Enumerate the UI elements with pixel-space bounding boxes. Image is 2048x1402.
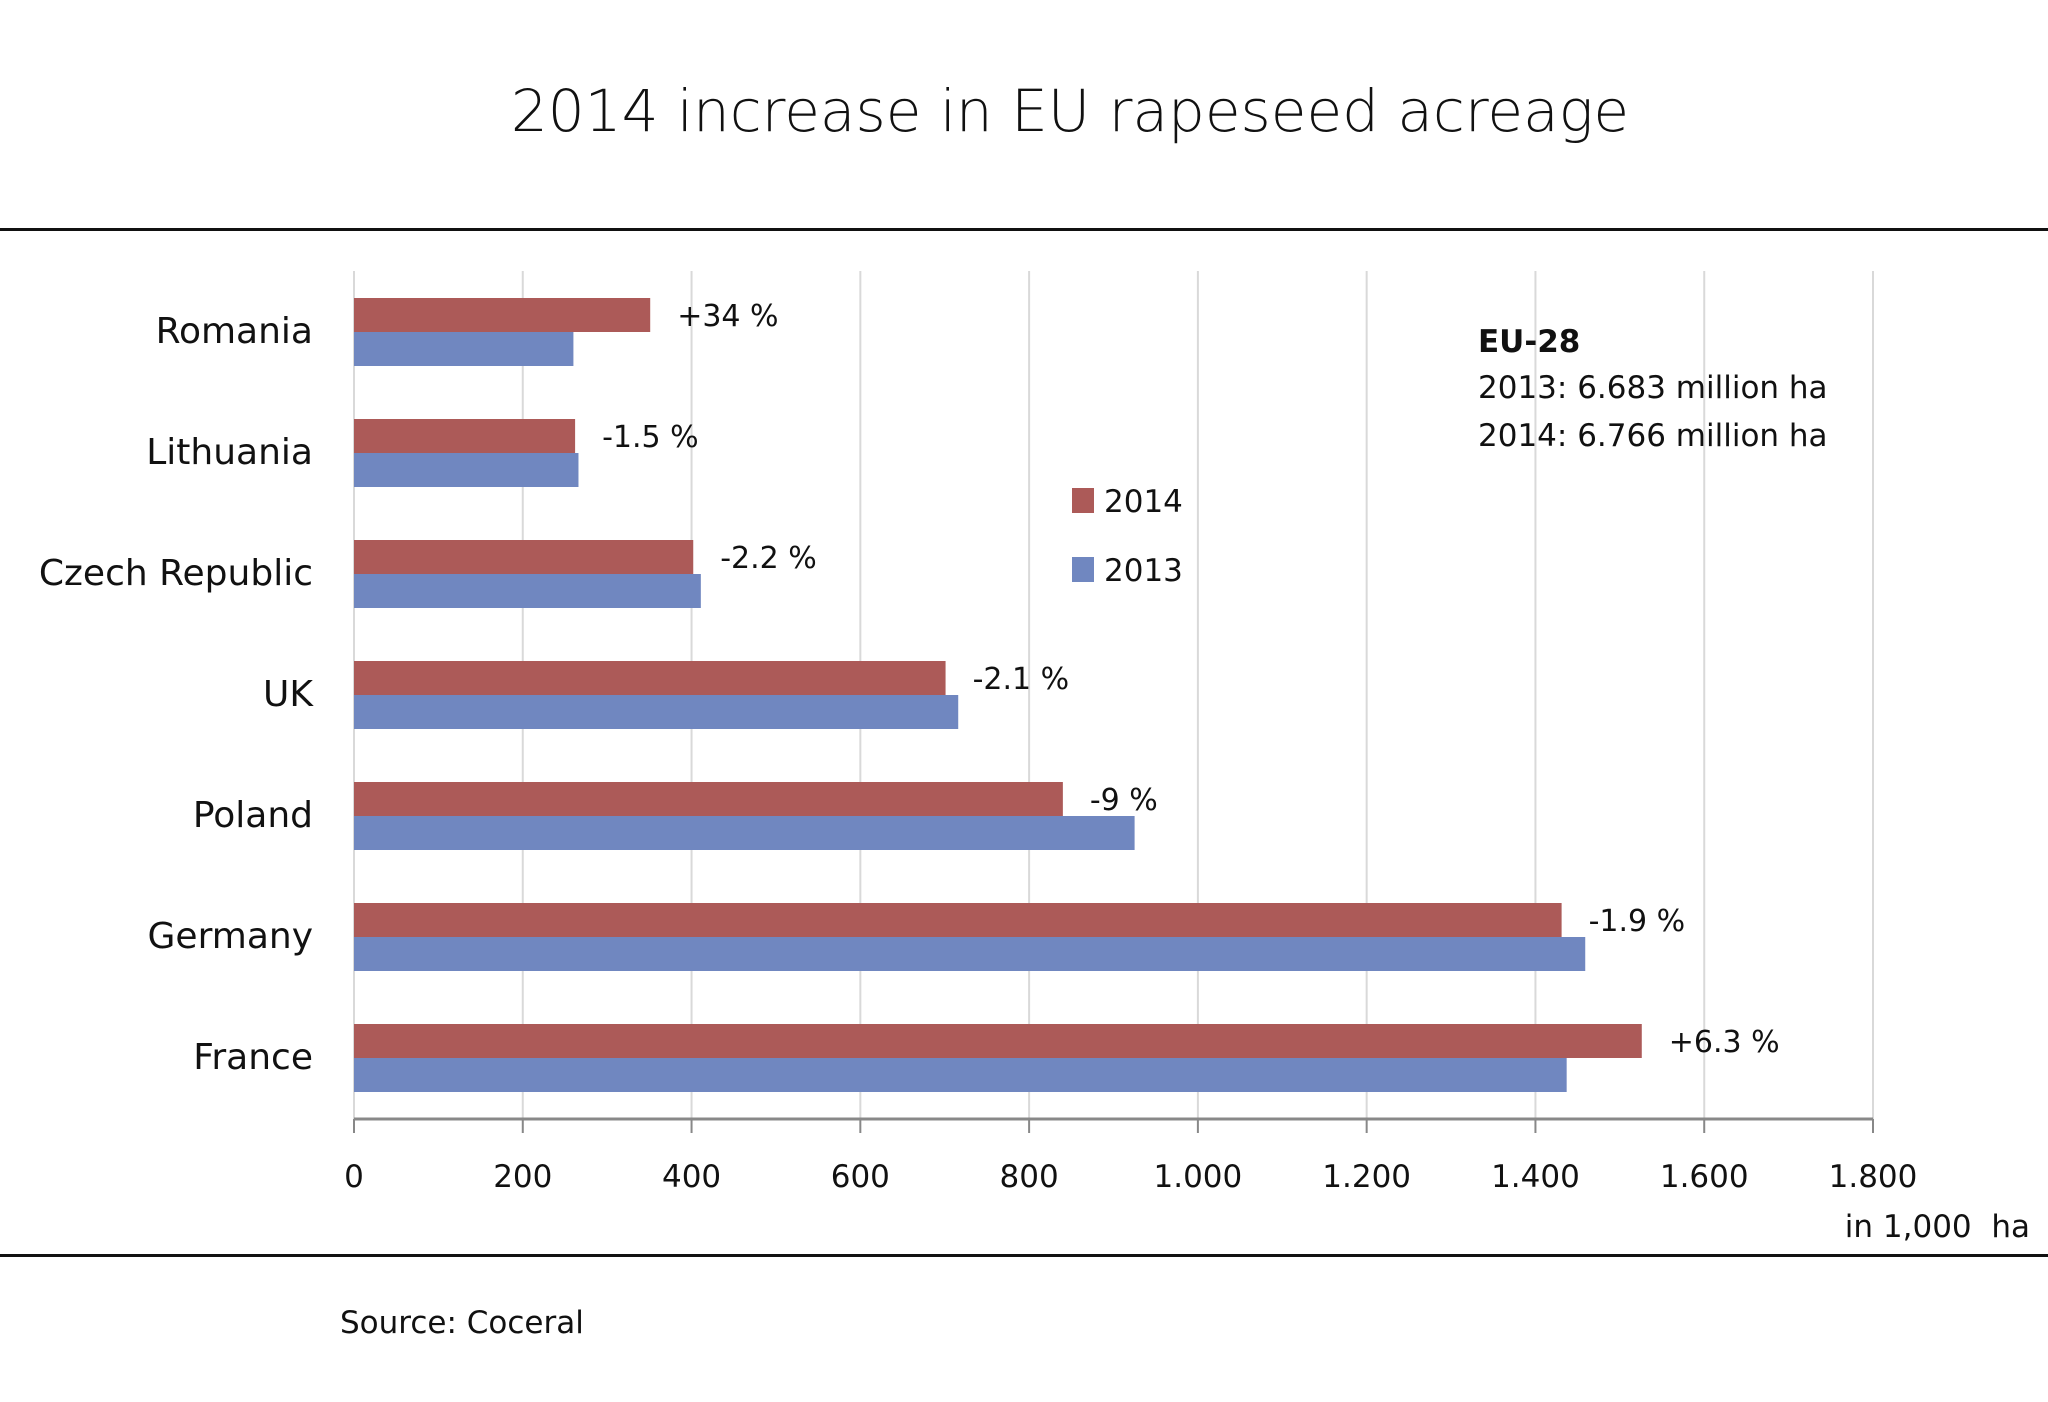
source-note: Source: Coceral xyxy=(340,1305,584,1341)
bar-2013-czech-republic xyxy=(354,574,701,608)
data-label: -1.5 % xyxy=(602,420,699,455)
data-label: -9 % xyxy=(1090,783,1158,818)
category-labels: Romania Lithuania Czech Republic UK Poland Ge… xyxy=(39,311,314,1078)
bar-2013-uk xyxy=(354,695,959,729)
annotation-line-2013: 2013: 6.683 million ha xyxy=(1478,370,1828,406)
bar-2014-lithuania xyxy=(354,419,576,453)
data-label: -2.1 % xyxy=(973,662,1070,697)
bar-2013-poland xyxy=(354,816,1135,850)
bar-2014-uk xyxy=(354,661,946,695)
legend-swatch-2013 xyxy=(1072,557,1094,582)
annotation-line-2014: 2014: 6.766 million ha xyxy=(1478,418,1828,454)
category-label: Lithuania xyxy=(146,432,313,473)
annotation-heading: EU-28 xyxy=(1478,324,1580,360)
x-tick-label: 1.800 xyxy=(1829,1159,1918,1195)
legend-swatch-2014 xyxy=(1072,488,1094,513)
x-tick-label: 800 xyxy=(1000,1159,1059,1195)
x-tick-label: 1.000 xyxy=(1154,1159,1243,1195)
x-tick-label: 400 xyxy=(662,1159,721,1195)
category-label: France xyxy=(193,1037,313,1078)
x-tick-label: 200 xyxy=(493,1159,552,1195)
data-label: -1.9 % xyxy=(1589,904,1686,939)
bar-2013-france xyxy=(354,1058,1567,1092)
x-tick-label: 0 xyxy=(344,1159,364,1195)
bar-2014-poland xyxy=(354,782,1063,816)
category-label: Romania xyxy=(156,311,313,352)
data-label: +34 % xyxy=(677,299,778,334)
top-divider xyxy=(0,228,2048,231)
legend-label-2014: 2014 xyxy=(1104,484,1183,520)
bar-2014-romania xyxy=(354,298,651,332)
bottom-divider xyxy=(0,1254,2048,1257)
bars xyxy=(354,298,1642,1092)
bar-2014-czech-republic xyxy=(354,540,694,574)
gridlines xyxy=(353,271,1874,1119)
data-label: -2.2 % xyxy=(720,541,817,576)
bar-2013-romania xyxy=(354,332,574,366)
data-labels: +34 % -1.5 % -2.2 % -2.1 % -9 % -1.9 % +6.3 % xyxy=(602,299,1780,1060)
bar-2013-germany xyxy=(354,937,1586,971)
bar-2013-lithuania xyxy=(354,453,579,487)
data-label: +6.3 % xyxy=(1669,1025,1780,1060)
x-tick-label: 1.600 xyxy=(1660,1159,1749,1195)
x-tick-label: 600 xyxy=(831,1159,890,1195)
x-axis-unit-label: in 1,000 ha xyxy=(1845,1209,2030,1245)
bar-2014-france xyxy=(354,1024,1642,1058)
chart-title: 2014 increase in EU rapeseed acreage xyxy=(511,77,1629,145)
category-label: Germany xyxy=(148,916,313,957)
legend-label-2013: 2013 xyxy=(1104,553,1183,589)
x-axis: 0 200 400 600 800 1.000 1.200 1.400 1.600 1.800 xyxy=(344,1117,1918,1195)
x-tick-label: 1.200 xyxy=(1322,1159,1411,1195)
category-label: UK xyxy=(263,674,314,715)
eu28-annotation: EU-28 2013: 6.683 million ha 2014: 6.766… xyxy=(1478,324,1828,454)
legend: 2014 2013 xyxy=(1072,484,1183,589)
category-label: Czech Republic xyxy=(39,553,313,594)
category-label: Poland xyxy=(193,795,313,836)
bar-2014-germany xyxy=(354,903,1562,937)
x-tick-label: 1.400 xyxy=(1491,1159,1580,1195)
